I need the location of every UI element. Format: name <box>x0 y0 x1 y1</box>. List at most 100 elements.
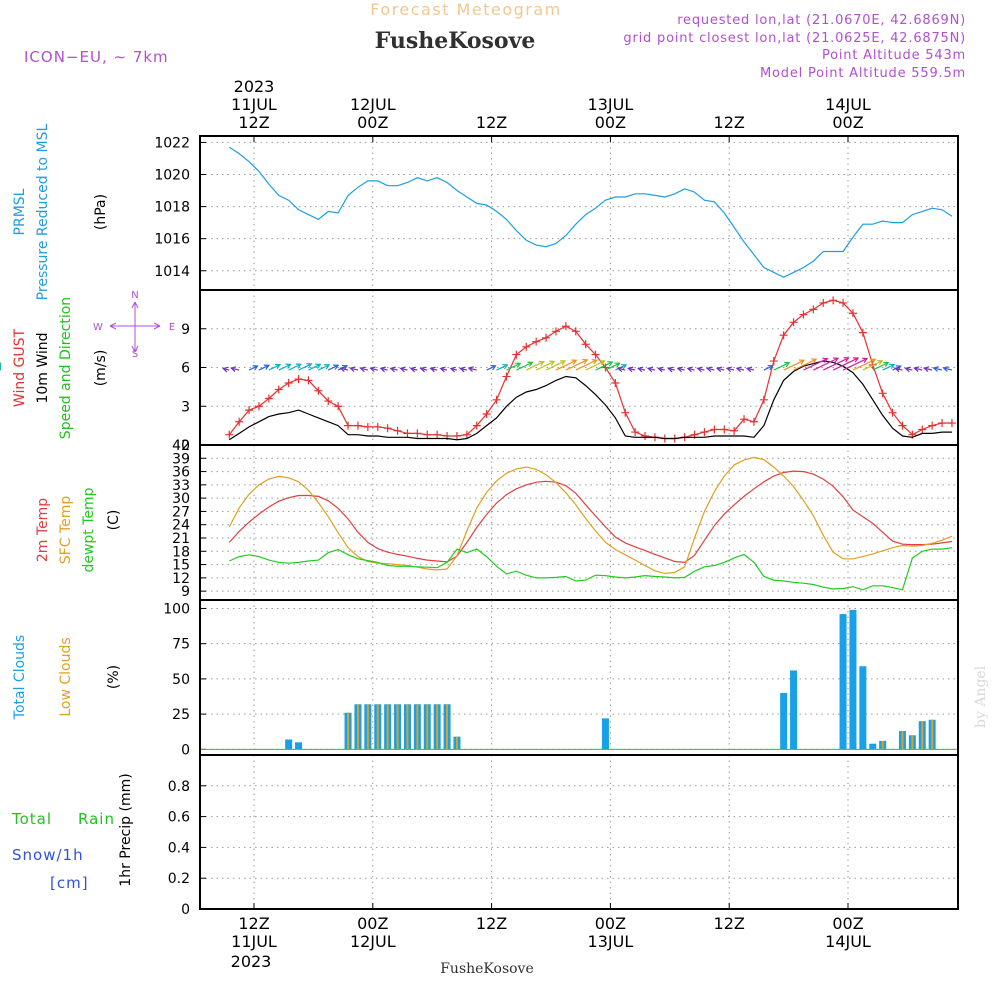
gust-marker <box>848 309 857 318</box>
wind-arrow <box>605 362 620 371</box>
gust-marker <box>749 417 758 426</box>
gust-marker <box>403 429 412 438</box>
wind-arrow-head <box>538 360 545 367</box>
wind-arrow <box>803 358 828 371</box>
wind-arrow-head <box>490 364 497 371</box>
low-cloud-bar <box>901 731 904 750</box>
wind-arrow <box>545 360 566 371</box>
gust-marker <box>928 421 937 430</box>
low-cloud-bar <box>366 704 369 750</box>
wind-arrow-head <box>923 366 930 372</box>
wind-arrow-head <box>527 361 534 367</box>
wind-arrow-head <box>607 361 614 367</box>
wind-arrow <box>852 358 876 371</box>
temperature-ytick-label: 36 <box>172 465 190 481</box>
low-cloud-bar <box>921 721 924 750</box>
top-hour-label: 00Z <box>832 113 863 132</box>
temperature-ytick-label: 21 <box>172 531 190 547</box>
precip-axis-label: 1hr Precip (mm) <box>118 773 134 886</box>
compass-w: W <box>93 322 103 333</box>
wind-arrow <box>258 364 270 371</box>
wind-arrow-head <box>696 366 703 373</box>
wind-panel: 0 3 6 9 <box>181 289 959 454</box>
temperature-ytick-label: 27 <box>172 504 190 520</box>
temp-dew-label: dewpt Temp <box>81 487 97 572</box>
top-hour-label: 12Z <box>238 113 269 132</box>
wind-arrow <box>575 359 597 371</box>
wind-arrow-head <box>784 361 791 368</box>
bottom-hour-label: 12Z <box>238 914 269 933</box>
low-cloud-bar <box>446 704 449 750</box>
precip-frame <box>199 754 959 910</box>
wind-arrow-head <box>222 366 229 373</box>
gust-marker <box>254 402 263 411</box>
wind-arrow-head <box>627 366 634 373</box>
top-date-label: 13JUL <box>588 95 634 114</box>
wind-arrow <box>763 365 773 371</box>
wind-arrow-head <box>843 357 850 363</box>
wind-arrow-head <box>894 366 901 373</box>
wind-arrow <box>793 358 817 371</box>
gust-marker <box>799 310 808 319</box>
gust-marker <box>393 426 402 435</box>
gust-marker <box>769 357 778 366</box>
precip-ytick-label: 0.4 <box>168 840 190 856</box>
gust-marker <box>809 305 818 314</box>
pressure-ytick-label: 1022 <box>154 135 190 151</box>
wind-arrow <box>278 363 291 371</box>
compass-e: E <box>169 322 175 333</box>
wind-arrow <box>516 361 533 371</box>
wind-gust-label: Wind GUST <box>12 328 28 407</box>
gust-marker <box>730 426 739 435</box>
wind-arrow-head <box>798 359 806 365</box>
pressure-ytick-label: 1014 <box>154 264 190 280</box>
wind-ytick-label: 6 <box>181 361 190 377</box>
wind-arrow <box>882 364 895 371</box>
wind-arrow <box>595 361 613 371</box>
pressure-ytick-label: 1016 <box>154 232 190 248</box>
credit-watermark: by Angel <box>973 665 989 728</box>
wind-arrow-head <box>315 363 322 369</box>
gust-marker <box>304 376 313 385</box>
gust-marker <box>274 385 283 394</box>
temp-labels: 2m Temp SFC Temp dewpt Temp (C) <box>35 487 122 572</box>
pressure-label-2: Pressure Reduced to MSL <box>35 123 51 300</box>
gust-marker <box>720 425 729 434</box>
wind-arrow-head <box>657 366 664 373</box>
year-bottom: 2023 <box>231 952 272 971</box>
total-cloud-bar <box>295 742 303 750</box>
wind-arrow-head <box>339 366 346 373</box>
wind-arrow-head <box>870 358 877 364</box>
total-clouds-label: Total Clouds <box>12 635 28 720</box>
gust-marker <box>542 333 551 342</box>
wind-arrow-head <box>616 366 624 373</box>
bottom-hour-label: 00Z <box>357 914 388 933</box>
wind-arrow-head <box>667 366 674 373</box>
wind-arrow-head <box>591 359 598 365</box>
pressure-frame <box>199 135 959 291</box>
temperature-ytick-label: 33 <box>172 478 190 494</box>
wind-unit: (m/s) <box>93 350 109 387</box>
wind-arrow-head <box>399 366 406 373</box>
gust-marker <box>898 421 907 430</box>
year-top: 2023 <box>234 77 275 96</box>
wind-arrow-head <box>767 364 774 371</box>
wind-arrow-head <box>599 360 606 366</box>
gust-marker <box>918 425 927 434</box>
temperature-frame <box>199 444 959 601</box>
wind-arrow <box>924 367 933 371</box>
wind-arrow-head <box>913 366 920 372</box>
wind-arrow-head <box>735 366 742 373</box>
temperature-ytick-label: 9 <box>181 584 190 600</box>
top-date-label: 11JUL <box>231 95 277 114</box>
temp-sfc-label: SFC Temp <box>58 496 74 565</box>
low-cloud-bar <box>376 704 379 750</box>
wind-arrow <box>506 362 521 371</box>
gust-marker <box>591 350 600 359</box>
point-altitude: Point Altitude 543m <box>822 48 966 63</box>
gust-marker <box>512 350 521 359</box>
gust-marker <box>264 394 273 403</box>
precip-rain-label: Rain <box>78 810 115 828</box>
clouds-ytick-label: 25 <box>172 707 190 723</box>
wind-arrow-head <box>676 366 683 373</box>
